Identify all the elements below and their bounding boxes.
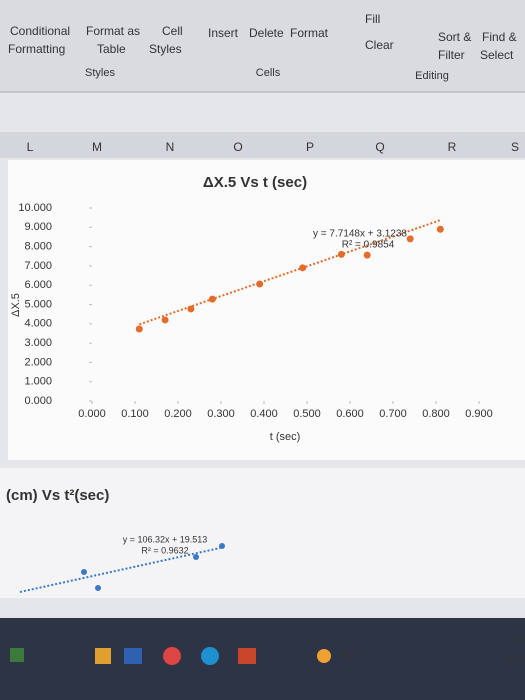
column-header-bar (0, 132, 525, 158)
app-icon[interactable] (163, 647, 181, 665)
x-tick-label: 0.700 (379, 408, 407, 420)
x-tick-label: 0.100 (121, 408, 149, 420)
ribbon-button-label: Find & (482, 30, 517, 44)
data-point (337, 250, 345, 258)
y-axis-label: ΔX.5 (10, 293, 22, 317)
x-tick-label: 0.600 (336, 408, 364, 420)
data-point (187, 305, 195, 313)
column-header: P (306, 140, 314, 154)
clock-date: 9/21 (505, 655, 525, 666)
data-point (363, 251, 371, 259)
trendline-r2: R² = 0.9854 (342, 240, 395, 251)
x-tick-label: 0.200 (164, 408, 192, 420)
weather-icon (317, 649, 331, 663)
data-point (135, 325, 143, 333)
ribbon-button-label: Table (97, 42, 126, 56)
ribbon-button-label: Conditional (10, 24, 70, 38)
weather-label: 64°F (340, 648, 365, 662)
data-point (208, 295, 216, 303)
data-point (256, 280, 264, 288)
ribbon-button-label: Delete (249, 26, 284, 40)
taskbar (0, 618, 525, 700)
y-tick-label: 3.000 (24, 337, 52, 349)
column-header: Q (375, 140, 384, 154)
lower-point (193, 554, 199, 560)
x-tick-label: 0.800 (422, 408, 450, 420)
column-header: O (233, 140, 242, 154)
x-tick-label: 0.500 (293, 408, 321, 420)
ribbon-button-label: Format as (86, 24, 140, 38)
x-tick-label: 0.900 (465, 408, 493, 420)
y-tick-label: 1.000 (24, 376, 52, 388)
y-tick-label: 10.000 (18, 202, 52, 214)
lower-point (81, 569, 87, 575)
y-tick-label: 9.000 (24, 221, 52, 233)
ribbon-button-label: Select (480, 48, 514, 62)
y-tick-label: 2.000 (24, 356, 52, 368)
column-header: S (511, 140, 519, 154)
app-icon[interactable] (124, 648, 142, 664)
ribbon-group-label: Styles (85, 67, 115, 79)
trendline-equation: y = 7.7148x + 3.1238 (313, 229, 407, 240)
data-point (299, 264, 307, 272)
ribbon-group-label: Cells (256, 67, 281, 79)
ribbon (0, 0, 525, 92)
ribbon-button-label: Styles (149, 42, 182, 56)
lower-trendline-r2: R² = 0.9632 (141, 545, 188, 555)
chart-title: ΔX.5 Vs t (sec) (203, 174, 307, 191)
x-tick-label: 0.400 (250, 408, 278, 420)
app-icon[interactable] (95, 648, 111, 664)
ribbon-group-label: Editing (415, 70, 449, 82)
lower-chart-title: (cm) Vs t²(sec) (6, 487, 109, 504)
data-point (161, 316, 169, 324)
column-header: R (448, 140, 457, 154)
column-header: L (27, 140, 34, 154)
ribbon-button-label: Formatting (8, 42, 65, 56)
lower-point (219, 543, 225, 549)
x-tick-label: 0.000 (78, 408, 106, 420)
app-icon[interactable] (238, 648, 256, 664)
ribbon-button-label: Clear (365, 38, 394, 52)
ribbon-button-label: Insert (208, 26, 239, 40)
y-tick-label: 6.000 (24, 279, 52, 291)
y-tick-label: 0.000 (24, 395, 52, 407)
ribbon-button-label: Fill (365, 12, 380, 26)
column-header: M (92, 140, 102, 154)
ribbon-button-label: Format (290, 26, 329, 40)
x-axis-label: t (sec) (270, 431, 301, 443)
clock-time: 8:4 (510, 635, 524, 646)
data-point (406, 235, 414, 243)
lower-point (95, 585, 101, 591)
ribbon-button-label: Sort & (438, 30, 471, 44)
y-tick-label: 5.000 (24, 298, 52, 310)
ribbon-button-label: Cell (162, 24, 183, 38)
column-header: N (166, 140, 175, 154)
y-tick-label: 7.000 (24, 260, 52, 272)
chart-area (8, 160, 525, 460)
x-tick-label: 0.300 (207, 408, 235, 420)
app-icon[interactable] (10, 648, 24, 662)
ribbon-button-label: Filter (438, 48, 465, 62)
data-point (436, 225, 444, 233)
y-tick-label: 4.000 (24, 318, 52, 330)
app-icon[interactable] (201, 647, 219, 665)
lower-trendline-equation: y = 106.32x + 19.513 (123, 534, 208, 544)
y-tick-label: 8.000 (24, 241, 52, 253)
